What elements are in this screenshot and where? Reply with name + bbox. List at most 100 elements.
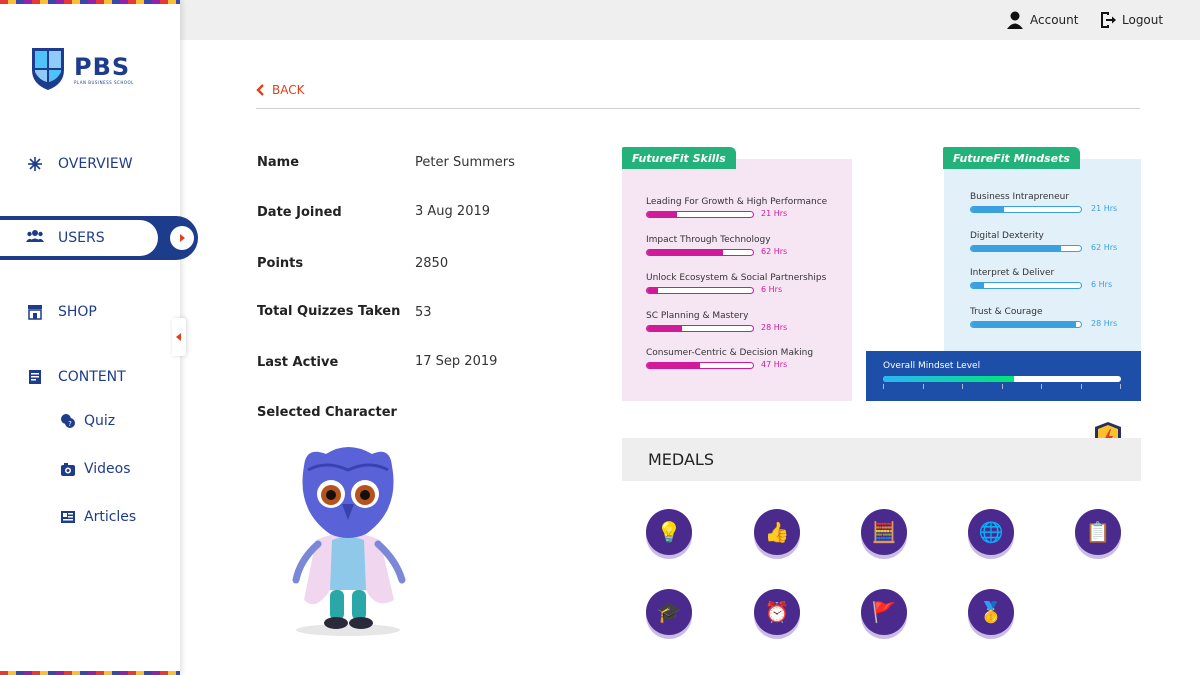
back-link[interactable]: BACK [256, 83, 304, 97]
brand-name: PBS [74, 52, 131, 81]
sidebar-item-users[interactable]: USERS [0, 216, 198, 260]
overall-mindset-ticks [883, 384, 1121, 389]
overall-mindset-label: Overall Mindset Level [883, 361, 981, 371]
mindset-hours: 62 Hrs [1091, 243, 1118, 252]
top-color-stripe [0, 0, 180, 4]
chevron-left-icon [256, 84, 264, 96]
overview-icon [26, 155, 44, 173]
sidebar-subitem-articles[interactable]: Articles [60, 509, 136, 525]
mindset-name: Interpret & Deliver [970, 268, 1055, 278]
brand-subtitle: PLAN BUSINESS SCHOOL [74, 79, 134, 85]
shield-logo-icon [32, 48, 64, 90]
users-icon [26, 229, 44, 247]
name-value: Peter Summers [415, 155, 515, 170]
chevron-left-icon [176, 333, 181, 341]
clock-medal[interactable]: ⏰ [754, 589, 800, 635]
globe-icon: 🌐 [978, 520, 1004, 544]
content-divider [256, 108, 1140, 109]
globe-medal[interactable]: 🌐 [968, 509, 1014, 555]
first-place-medal[interactable]: 🥇 [968, 589, 1014, 635]
lightbulb-medal[interactable]: 💡 [646, 509, 692, 555]
mountain-flag-medal[interactable]: 🚩 [861, 589, 907, 635]
futurefit-mindsets-panel: FutureFit Mindsets Business Intrapreneur… [866, 147, 1141, 401]
mountain-flag-icon: 🚩 [871, 600, 897, 624]
calculator-medal[interactable]: 🧮 [861, 509, 907, 555]
sidebar-subitem-videos[interactable]: Videos [60, 461, 131, 477]
mindset-progress-bar [970, 321, 1082, 328]
skill-progress-bar [646, 325, 754, 332]
shop-icon [26, 303, 44, 321]
skill-progress-bar [646, 287, 754, 294]
bottom-color-stripe [0, 671, 180, 675]
date-joined-label: Date Joined [257, 205, 342, 220]
top-header: Account Logout [180, 0, 1200, 40]
skill-progress-bar [646, 211, 754, 218]
mindset-hours: 21 Hrs [1091, 204, 1118, 213]
mindset-row: Trust & Courage 28 Hrs [970, 307, 1150, 328]
skill-name: Leading For Growth & High Performance [646, 197, 828, 207]
first-place-medal-icon: 🥇 [978, 600, 1004, 624]
logout-label: Logout [1122, 13, 1164, 27]
mindset-name: Business Intrapreneur [970, 192, 1070, 202]
sidebar-item-label: OVERVIEW [58, 156, 133, 172]
mindset-row: Digital Dexterity 62 Hrs [970, 231, 1150, 252]
sidebar: PBS PLAN BUSINESS SCHOOL OVERVIEW USERS … [0, 0, 198, 675]
sidebar-item-content[interactable]: CONTENT [26, 368, 126, 386]
name-label: Name [257, 155, 300, 170]
graduation-cap-medal[interactable]: 🎓 [646, 589, 692, 635]
lightbulb-icon: 💡 [656, 520, 682, 544]
skills-panel-title: FutureFit Skills [622, 147, 736, 169]
quizzes-taken-value: 53 [415, 305, 432, 320]
videos-icon [60, 461, 76, 477]
clipboard-medal[interactable]: 📋 [1075, 509, 1121, 555]
last-active-label: Last Active [257, 355, 339, 370]
content-icon [26, 368, 44, 386]
sidebar-subitem-label: Quiz [84, 413, 116, 429]
skill-hours: 62 Hrs [761, 247, 788, 256]
mindsets-list [944, 159, 1141, 351]
mindset-hours: 28 Hrs [1091, 319, 1118, 328]
quizzes-taken-label: Total Quizzes Taken [257, 304, 401, 319]
mindset-progress-bar [970, 206, 1082, 213]
character-image [292, 447, 406, 636]
points-value: 2850 [415, 256, 449, 271]
futurefit-skills-panel: FutureFit Skills Leading For Growth & Hi… [622, 147, 852, 401]
brand-logo[interactable]: PBS PLAN BUSINESS SCHOOL [30, 46, 134, 92]
points-label: Points [257, 256, 304, 271]
sidebar-item-label: SHOP [58, 304, 97, 320]
clipboard-icon: 📋 [1085, 520, 1111, 544]
skill-row: SC Planning & Mastery 28 Hrs [646, 311, 846, 332]
skill-name: Unlock Ecosystem & Social Partnerships [646, 273, 827, 283]
sidebar-subitem-quiz[interactable]: ? Quiz [60, 413, 115, 429]
skill-hours: 28 Hrs [761, 323, 788, 332]
skill-hours: 6 Hrs [761, 285, 783, 294]
skill-progress-bar [646, 362, 754, 369]
account-label: Account [1030, 13, 1079, 27]
logout-button[interactable]: Logout [1100, 11, 1163, 29]
svg-text:?: ? [68, 420, 72, 428]
account-button[interactable]: Account [1006, 11, 1078, 29]
sidebar-item-shop[interactable]: SHOP [26, 303, 97, 321]
sidebar-collapse-toggle[interactable] [172, 318, 186, 356]
calculator-icon: 🧮 [871, 520, 897, 544]
logout-icon [1101, 12, 1116, 28]
articles-icon [60, 509, 76, 525]
skill-row: Unlock Ecosystem & Social Partnerships 6… [646, 273, 846, 294]
skill-hours: 21 Hrs [761, 209, 788, 218]
overall-mindset-bar [883, 376, 1121, 382]
skill-name: Impact Through Technology [646, 235, 771, 245]
mindset-progress-bar [970, 282, 1082, 289]
skill-row: Impact Through Technology 62 Hrs [646, 235, 846, 256]
overall-mindset-level: Overall Mindset Level [866, 351, 1141, 401]
last-active-value: 17 Sep 2019 [415, 354, 498, 369]
active-arrow-icon [170, 226, 194, 250]
sidebar-item-label: USERS [58, 230, 105, 246]
skill-progress-bar [646, 249, 754, 256]
mindset-name: Trust & Courage [970, 307, 1043, 317]
sidebar-item-overview[interactable]: OVERVIEW [26, 155, 133, 173]
sidebar-subitem-label: Articles [84, 509, 137, 525]
mindset-name: Digital Dexterity [970, 231, 1044, 241]
skill-hours: 47 Hrs [761, 360, 788, 369]
thumbs-up-medal[interactable]: 👍 [754, 509, 800, 555]
selected-character-label: Selected Character [257, 405, 397, 420]
